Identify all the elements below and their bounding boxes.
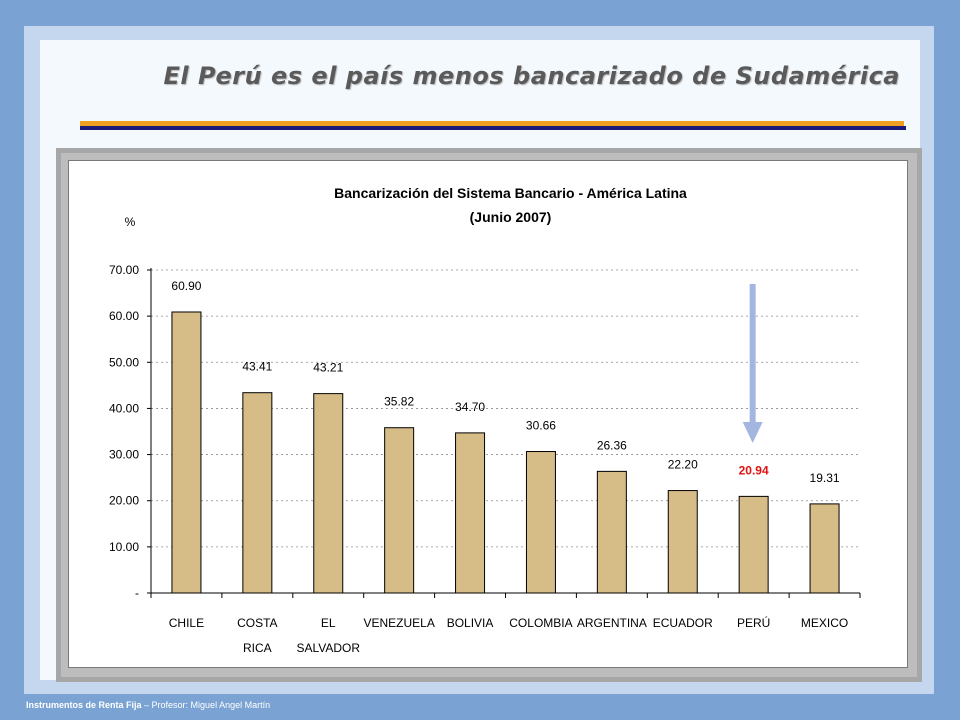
footer-professor: – Profesor: Miguel Angel Martín xyxy=(141,700,271,710)
chart-subtitle: (Junio 2007) xyxy=(470,209,552,225)
footer-course: Instrumentos de Renta Fija xyxy=(26,700,142,710)
y-tick-label: 40.00 xyxy=(109,401,139,415)
value-label: 30.66 xyxy=(526,419,556,433)
bar xyxy=(313,393,344,594)
bar xyxy=(455,432,486,594)
bar xyxy=(809,503,840,594)
value-label: 19.31 xyxy=(810,471,840,485)
y-tick-label: 50.00 xyxy=(109,355,139,369)
bar xyxy=(667,490,698,594)
value-label: 26.36 xyxy=(597,438,627,452)
y-tick-label: 70.00 xyxy=(109,263,139,277)
chart-title: Bancarización del Sistema Bancario - Amé… xyxy=(334,185,687,201)
category-label: CHILE xyxy=(169,616,204,630)
value-label: 22.20 xyxy=(668,458,698,472)
category-label: SALVADOR xyxy=(296,641,360,655)
y-tick-label: 10.00 xyxy=(109,540,139,554)
bar xyxy=(525,451,556,594)
title-rule-navy xyxy=(80,126,906,130)
bar-chart: Bancarización del Sistema Bancario - Amé… xyxy=(109,185,861,655)
category-label: EL xyxy=(321,616,336,630)
y-tick-label: 20.00 xyxy=(109,494,139,508)
category-label: BOLIVIA xyxy=(447,616,494,630)
y-axis-label: % xyxy=(125,215,136,229)
bar xyxy=(384,427,415,594)
value-label: 20.94 xyxy=(739,463,769,477)
footer: Instrumentos de Renta Fija – Profesor: M… xyxy=(26,700,270,710)
value-label: 35.82 xyxy=(384,395,414,409)
y-tick-label: - xyxy=(135,586,139,600)
slide-title: El Perú es el país menos bancarizado de … xyxy=(163,62,900,90)
category-label: COSTA xyxy=(237,616,277,630)
title-rule-orange xyxy=(80,121,904,126)
bar xyxy=(596,470,627,594)
category-label: MEXICO xyxy=(801,616,848,630)
category-label: ECUADOR xyxy=(653,616,713,630)
value-label: 43.41 xyxy=(242,360,272,374)
category-label: PERÚ xyxy=(737,615,770,630)
bar xyxy=(171,311,202,594)
y-tick-label: 60.00 xyxy=(109,309,139,323)
category-label: COLOMBIA xyxy=(509,616,572,630)
category-label: RICA xyxy=(243,641,272,655)
y-tick-label: 30.00 xyxy=(109,448,139,462)
bar xyxy=(738,495,769,594)
value-label: 34.70 xyxy=(455,400,485,414)
category-label: ARGENTINA xyxy=(577,616,647,630)
bar xyxy=(242,392,273,594)
value-label: 60.90 xyxy=(171,279,201,293)
highlight-arrow-head xyxy=(742,422,763,443)
value-label: 43.21 xyxy=(313,361,343,375)
category-label: VENEZUELA xyxy=(363,616,434,630)
